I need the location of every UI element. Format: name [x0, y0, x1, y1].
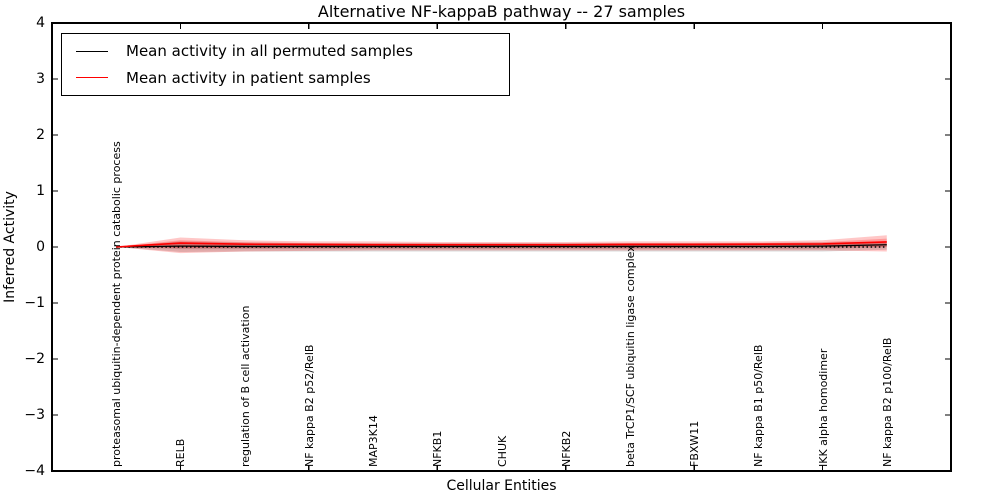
x-category-label: IKK alpha homodimer	[816, 348, 830, 467]
x-category-label: NFKB1	[431, 430, 445, 467]
x-category-label: RELB	[174, 438, 188, 467]
legend-line-sample-icon	[76, 50, 108, 52]
x-category-label: proteasomal ubiquitin-dependent protein …	[110, 141, 124, 467]
x-category-label: CHUK	[495, 435, 509, 467]
x-category-label: regulation of B cell activation	[238, 305, 252, 467]
y-tick-label: −1	[24, 295, 45, 311]
x-category-label: NF kappa B1 p50/RelB	[752, 344, 766, 467]
legend-line-sample-icon	[76, 77, 108, 79]
y-tick-label: 2	[36, 127, 45, 143]
legend-label: Mean activity in patient samples	[126, 68, 371, 87]
x-axis-label: Cellular Entities	[446, 478, 557, 494]
legend-item-permuted: Mean activity in all permuted samples	[76, 42, 509, 60]
x-category-label: beta TrCP1/SCF ubiquitin ligase complex	[623, 245, 637, 467]
x-category-label: NF kappa B2 p52/RelB	[302, 344, 316, 467]
legend-label: Mean activity in all permuted samples	[126, 42, 413, 61]
y-tick-label: 4	[36, 15, 45, 31]
confidence-band-core	[116, 238, 887, 249]
x-category-label: NF kappa B2 p100/RelB	[880, 337, 894, 467]
x-category-label: NFKB2	[559, 430, 573, 467]
chart-title: Alternative NF-kappaB pathway -- 27 samp…	[317, 2, 686, 21]
y-tick-label: 1	[36, 183, 45, 199]
x-category-label: FBXW11	[688, 420, 702, 467]
y-tick-label: 3	[36, 71, 45, 87]
series-line-1	[116, 241, 887, 248]
legend-item-patient: Mean activity in patient samples	[76, 69, 509, 87]
series-line-0	[116, 244, 887, 248]
y-tick-label: −2	[24, 351, 45, 367]
legend: Mean activity in all permuted samples Me…	[61, 33, 510, 96]
y-tick-label: −4	[24, 463, 45, 479]
y-tick-label: −3	[24, 407, 45, 423]
x-category-label: MAP3K14	[367, 415, 381, 467]
y-tick-label: 0	[36, 239, 45, 255]
